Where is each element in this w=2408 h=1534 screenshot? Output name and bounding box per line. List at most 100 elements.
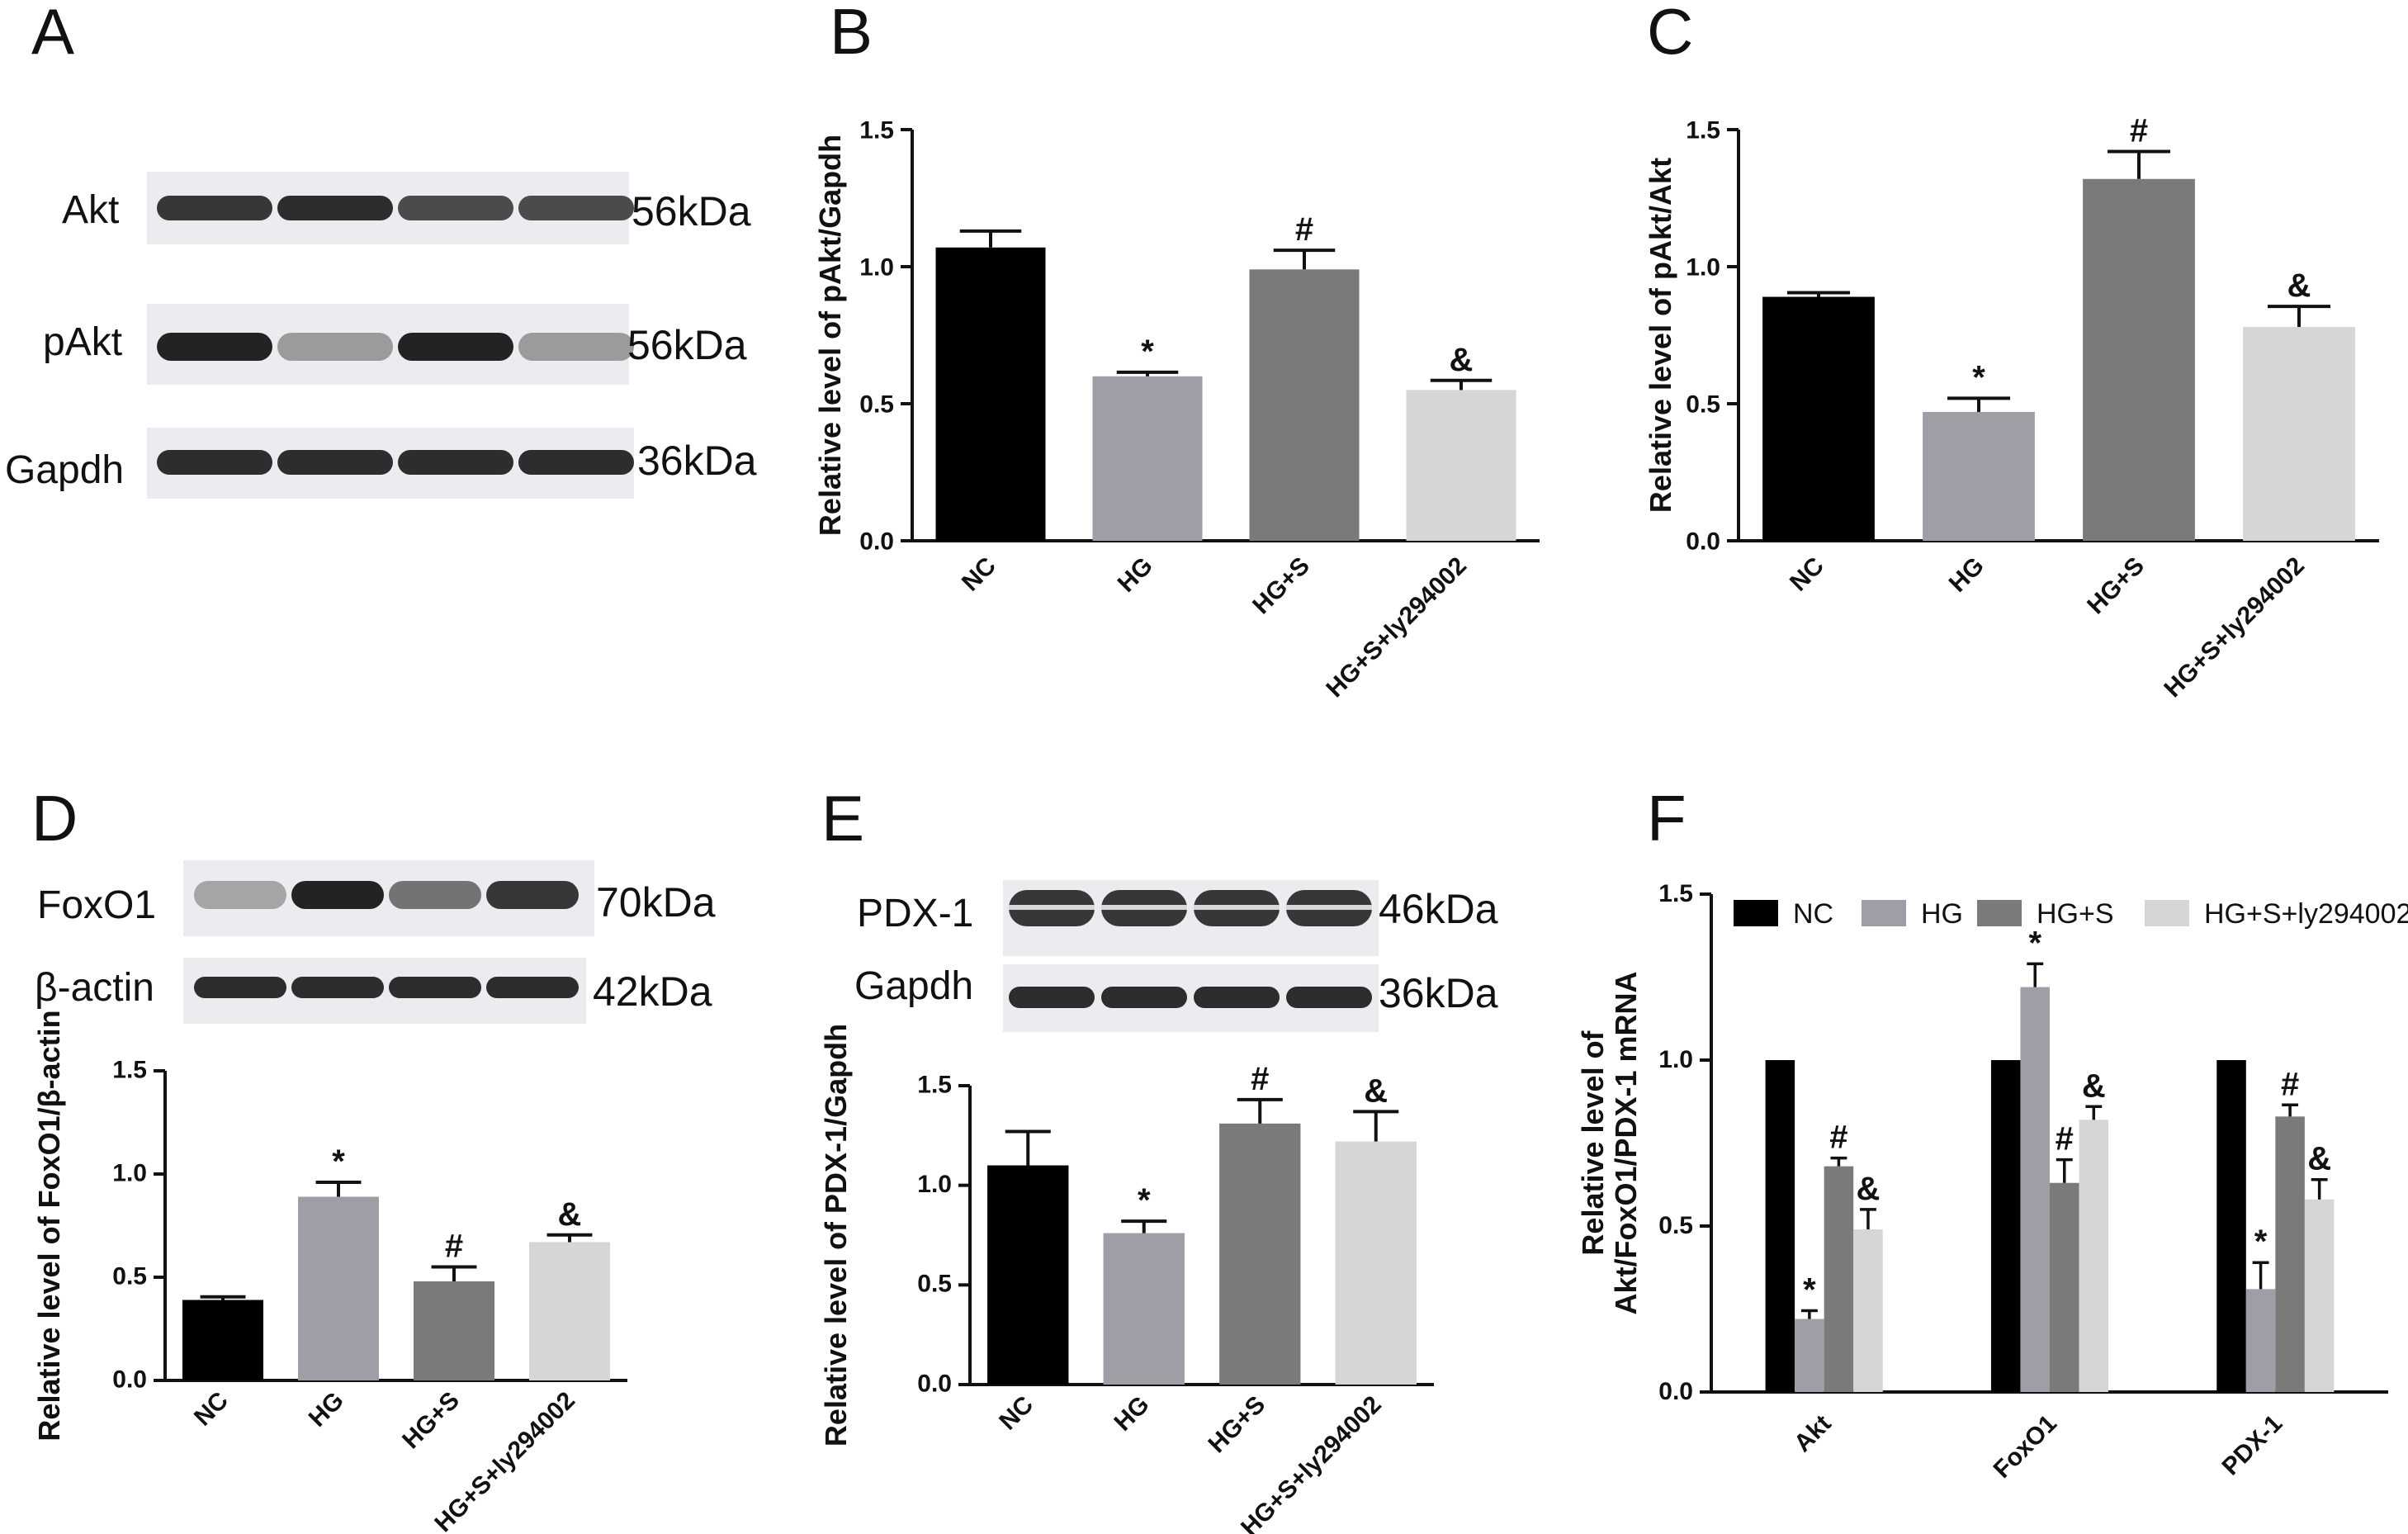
panel-label-f: F <box>1647 782 1687 855</box>
blot-band <box>157 450 272 475</box>
bar <box>1923 411 2035 541</box>
significance-mark: * <box>1972 359 1985 395</box>
legend-label: NC <box>1793 898 1833 930</box>
significance-mark: * <box>332 1143 345 1180</box>
bar-hg-s <box>2275 1116 2305 1392</box>
y-tick-label: 0.5 <box>112 1262 147 1290</box>
blot-label-akt: Akt <box>62 188 119 232</box>
blot-band-gap <box>1009 905 1095 910</box>
significance-mark: # <box>2056 1121 2074 1158</box>
significance-mark: # <box>1295 211 1313 248</box>
blot-kda-akt: 56kDa <box>632 188 751 234</box>
blot-band <box>389 977 481 998</box>
legend-swatch <box>1734 900 1778 926</box>
bar <box>182 1300 263 1380</box>
legend-label: HG <box>1921 898 1963 930</box>
blot-band <box>398 450 513 475</box>
x-tick-label: NC <box>1785 552 1829 597</box>
significance-mark: * <box>1138 1182 1151 1219</box>
bands-gapdh-e <box>1009 987 1372 1008</box>
blot-label-beta-actin: β-actin <box>35 966 154 1010</box>
x-tick-label: HG <box>1109 1391 1155 1437</box>
significance-mark: & <box>2287 268 2311 304</box>
panel-label-d: D <box>31 782 78 855</box>
y-tick-label: 1.5 <box>1658 880 1693 907</box>
bar <box>1092 376 1203 541</box>
bar <box>1219 1123 1301 1385</box>
bar-hg-s <box>1824 1166 1854 1392</box>
blot-band <box>1194 987 1280 1008</box>
bar <box>1249 269 1360 541</box>
y-tick-label: 1.5 <box>112 1056 147 1083</box>
bar <box>2243 327 2355 541</box>
panel-label-e: E <box>821 782 864 855</box>
significance-mark: & <box>2307 1141 2331 1177</box>
significance-mark: # <box>1829 1120 1847 1156</box>
y-tick-label: 0.5 <box>1658 1212 1693 1239</box>
blot-band <box>486 977 579 998</box>
y-tick-label: 1.0 <box>917 1171 952 1198</box>
x-tick-label: PDX-1 <box>2216 1410 2287 1481</box>
bar <box>2083 178 2195 541</box>
blot-kda-pdx1: 46kDa <box>1379 886 1498 932</box>
x-tick-label: FoxO1 <box>1989 1410 2062 1484</box>
blot-band <box>194 881 286 909</box>
y-tick-label: 0.0 <box>859 528 894 556</box>
x-tick-label: HG <box>1113 552 1158 598</box>
y-axis-title: Relative level of PDX-1/Gapdh <box>819 1024 853 1446</box>
x-tick-label: Akt <box>1789 1410 1837 1458</box>
bar-nc <box>2216 1060 2246 1392</box>
blot-band <box>518 333 634 361</box>
y-axis-title: Relative level of FoxO1/β-actin <box>32 1010 66 1441</box>
legend-swatch <box>1977 900 2022 926</box>
blot-band-gap <box>1286 905 1372 910</box>
y-tick-label: 1.0 <box>1658 1046 1693 1073</box>
y-tick-label: 0.0 <box>917 1370 952 1397</box>
bar <box>529 1242 610 1380</box>
legend-label: HG+S <box>2037 898 2114 930</box>
blot-band <box>291 977 384 998</box>
bar <box>1335 1141 1417 1385</box>
chart-pakt-gapdh: 0.0 0.5 1.0 1.5 Relative level of pAkt/Gapdh… <box>813 117 1540 703</box>
y-axis-title: Relative level of pAkt/Gapdh <box>813 135 847 536</box>
bar-hg-s-ly294002 <box>2079 1120 2109 1392</box>
significance-mark: & <box>2082 1068 2106 1104</box>
bands-beta-actin <box>194 977 579 998</box>
significance-mark: # <box>2281 1066 2299 1102</box>
blot-label-foxo1: FoxO1 <box>37 883 156 927</box>
x-tick-label: HG+S <box>1204 1391 1271 1459</box>
bar-hg <box>1795 1319 1824 1392</box>
y-tick-label: 1.0 <box>859 254 894 282</box>
y-tick-label: 0.0 <box>112 1366 147 1393</box>
blot-kda-gapdh: 36kDa <box>637 438 757 484</box>
x-tick-label: HG+S+ly294002 <box>1321 552 1472 703</box>
blot-band <box>277 450 393 475</box>
y-tick-label: 1.0 <box>112 1159 147 1186</box>
x-tick-label: NC <box>994 1391 1038 1436</box>
legend-swatch <box>2145 900 2189 926</box>
y-axis-title-line: Akt/FoxO1/PDX-1 mRNA <box>1609 971 1643 1314</box>
blot-band-gap <box>1194 905 1280 910</box>
bar <box>414 1281 494 1380</box>
y-tick-label: 1.5 <box>1686 117 1720 144</box>
bar-hg <box>2245 1289 2276 1392</box>
blot-label-pdx1: PDX-1 <box>857 892 973 935</box>
y-tick-label: 0.5 <box>917 1271 952 1298</box>
bar <box>987 1165 1069 1385</box>
x-tick-label: NC <box>189 1387 234 1432</box>
blot-band <box>1009 987 1095 1008</box>
significance-mark: & <box>558 1196 582 1233</box>
significance-mark: # <box>1251 1061 1269 1097</box>
bar <box>935 247 1046 541</box>
blot-band <box>291 881 384 909</box>
x-tick-label: HG+S+ly294002 <box>2159 552 2310 703</box>
y-axis-title-line: Relative level of <box>1576 1030 1610 1255</box>
blot-label-gapdh-e: Gapdh <box>854 964 973 1008</box>
bar-hg <box>2020 987 2050 1392</box>
y-tick-label: 0.5 <box>859 391 894 419</box>
chart-pakt-akt: 0.0 0.5 1.0 1.5 Relative level of pAkt/Akt NC… <box>1644 113 2379 703</box>
y-tick-label: 0.0 <box>1686 528 1720 556</box>
blot-band-gap <box>1101 905 1187 910</box>
y-tick-label: 1.5 <box>859 117 894 144</box>
chart-pdx1-gapdh: 0.0 0.5 1.0 1.5 Relative level of PDX-1/Gapd… <box>819 1024 1434 1534</box>
